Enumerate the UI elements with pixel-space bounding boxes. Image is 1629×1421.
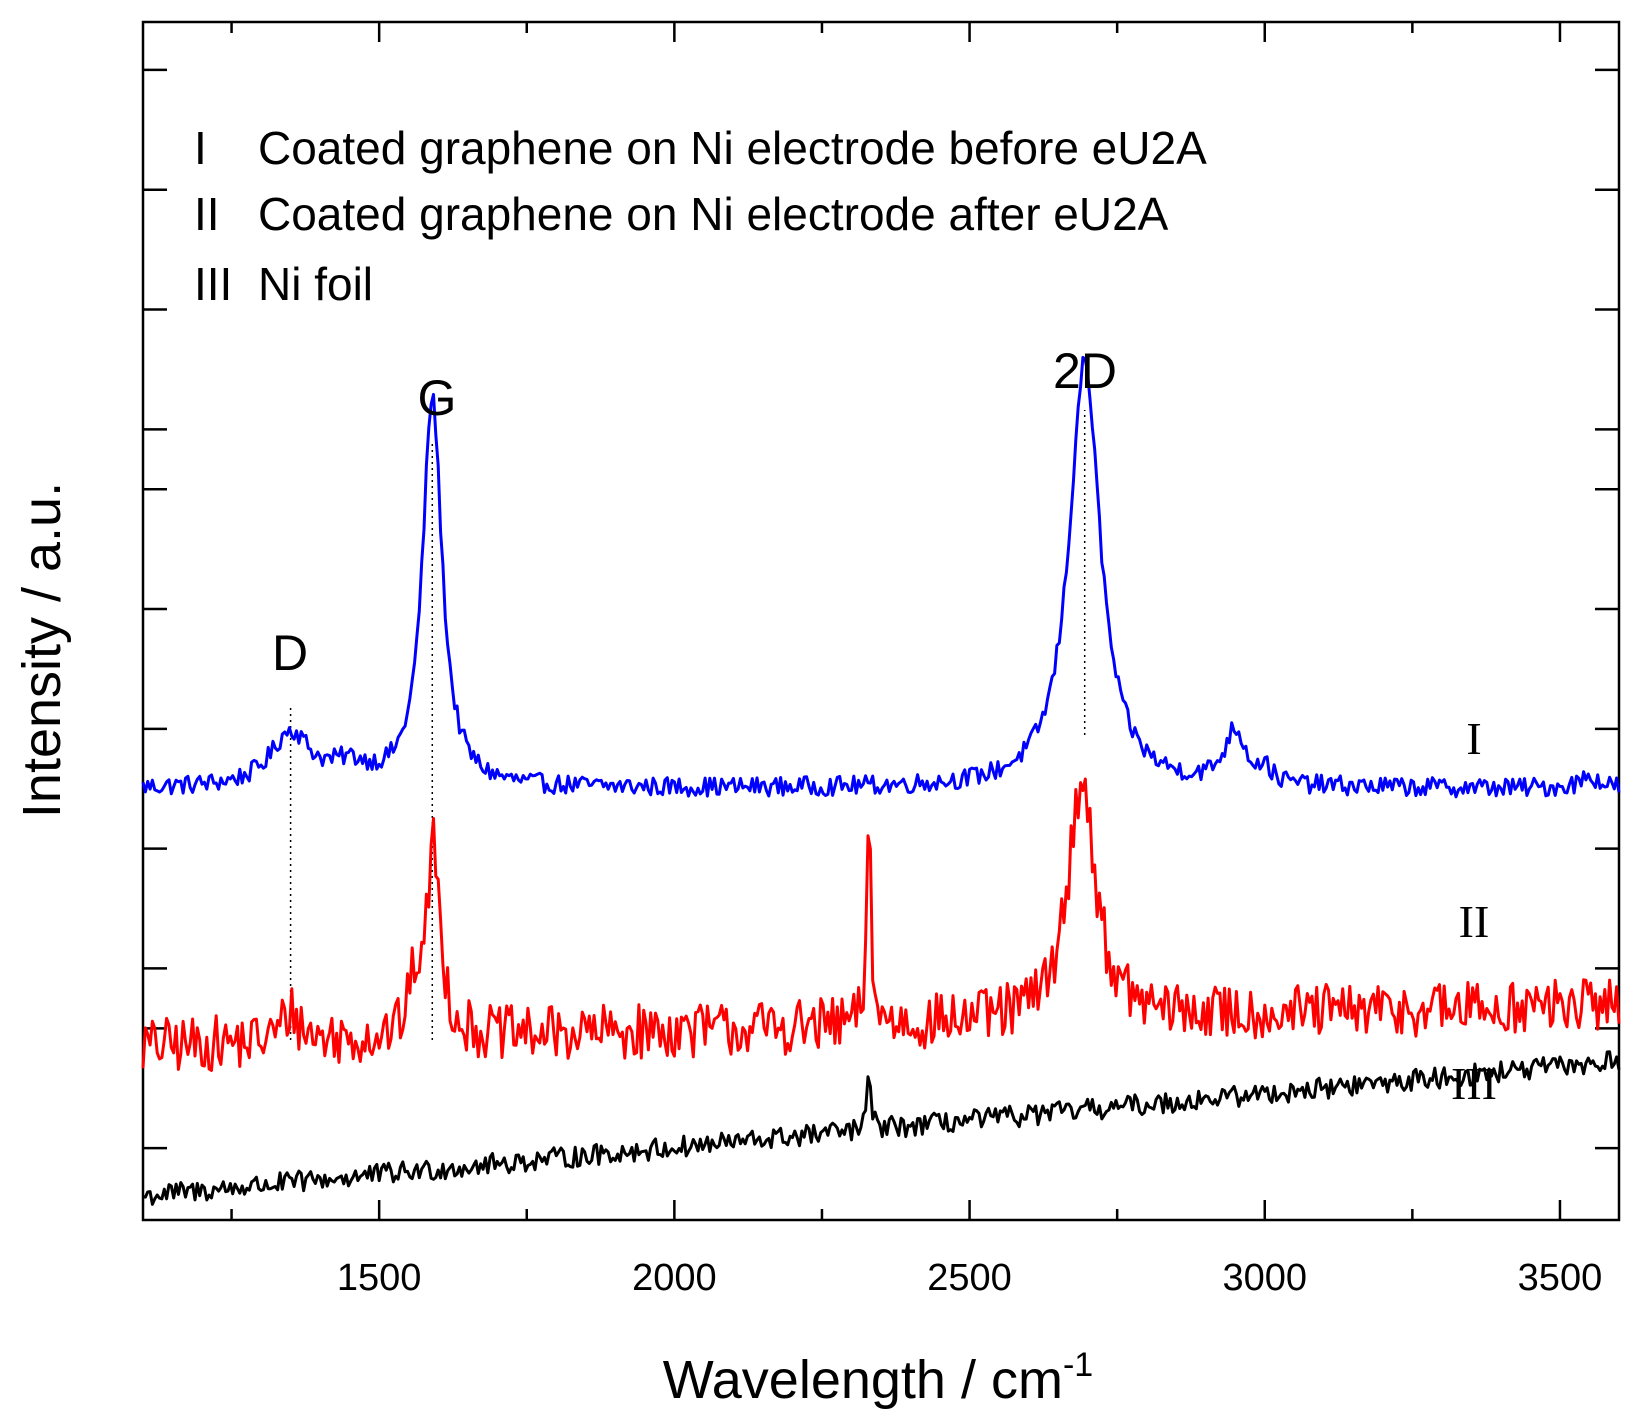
peak-label-g: G	[418, 370, 457, 426]
spectra-series	[141, 355, 1621, 1206]
x-tick-label: 3500	[1518, 1257, 1603, 1299]
series-ii-line	[141, 777, 1621, 1072]
x-tick-label: 3000	[1222, 1257, 1307, 1299]
legend-id-i: I	[194, 122, 207, 174]
peak-guide-lines	[289, 410, 1086, 1040]
series-iii-line	[142, 1050, 1621, 1206]
legend-label-ii: Coated graphene on Ni electrode after eU…	[258, 188, 1169, 240]
x-axis-title-text: Wavelength / cm	[663, 1350, 1063, 1410]
x-axis-title-superscript: -1	[1063, 1346, 1093, 1384]
peak-label-2d: 2D	[1053, 343, 1117, 399]
legend-id-ii: II	[194, 188, 220, 240]
x-tick-label: 1500	[337, 1257, 422, 1299]
series-label-iii: III	[1451, 1058, 1497, 1109]
series-label-ii: II	[1459, 896, 1490, 947]
plot-frame	[141, 20, 1621, 1222]
legend-label-i: Coated graphene on Ni electrode before e…	[258, 122, 1207, 174]
legend: I Coated graphene on Ni electrode before…	[194, 122, 1207, 310]
y-axis-title: Intensity / a.u.	[12, 482, 72, 818]
x-axis-ticks: 1500 2000 2500 3000 3500	[230, 22, 1603, 1299]
peak-label-d: D	[272, 625, 308, 681]
legend-label-iii: Ni foil	[258, 258, 373, 310]
x-tick-label: 2000	[632, 1257, 717, 1299]
series-label-i: I	[1466, 713, 1481, 764]
legend-id-iii: III	[194, 258, 232, 310]
series-i-line	[141, 355, 1621, 799]
x-tick-label: 2500	[927, 1257, 1012, 1299]
x-axis-title: Wavelength / cm-1	[663, 1346, 1093, 1410]
